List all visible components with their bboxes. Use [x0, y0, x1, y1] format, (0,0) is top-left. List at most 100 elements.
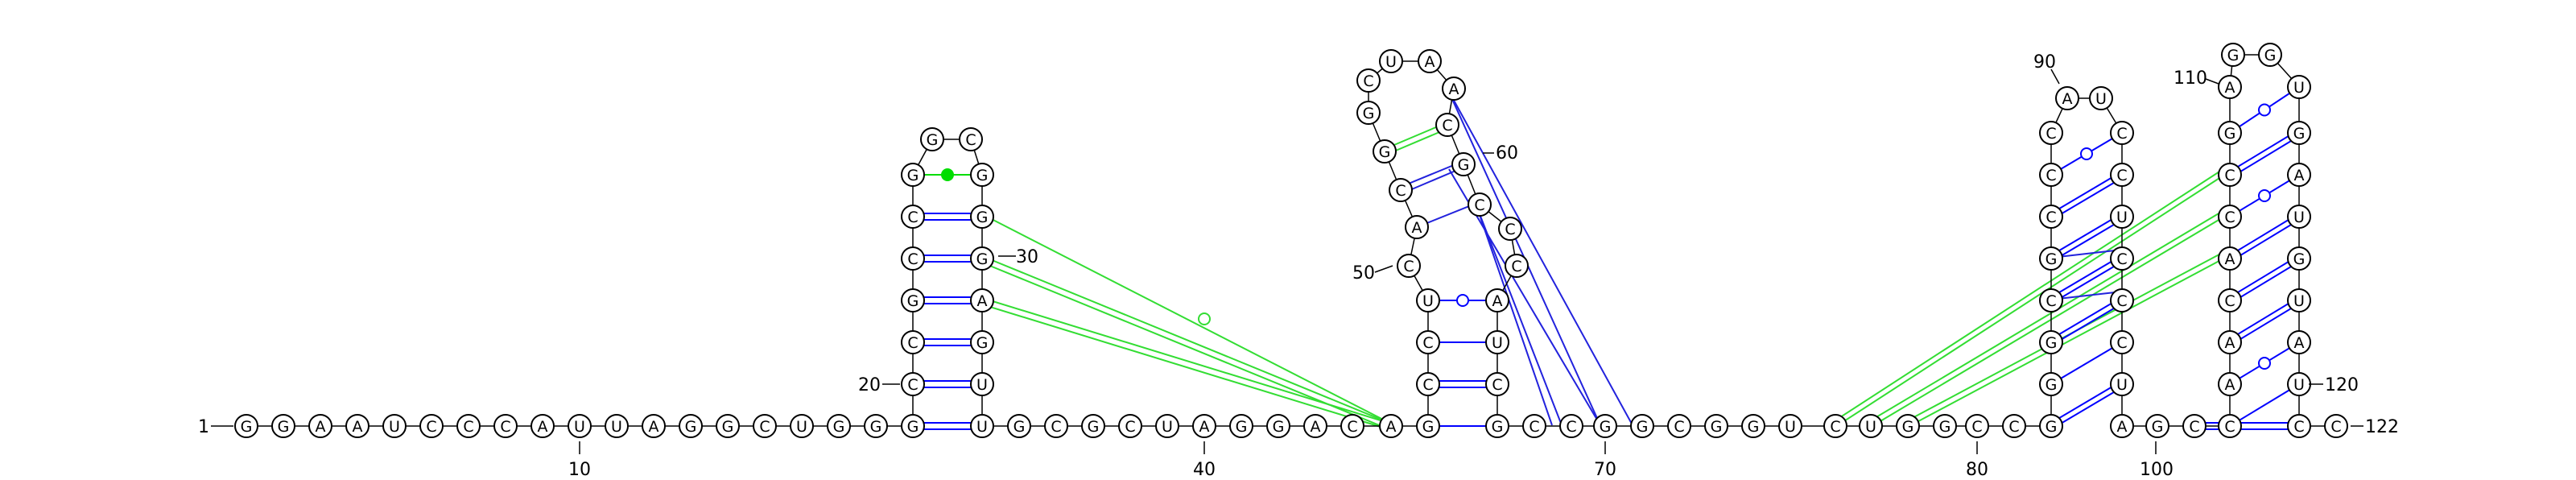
nucleotide-letter: C: [2330, 418, 2341, 436]
nucleotide-letter: U: [2293, 292, 2305, 310]
nucleotide-letter: G: [2046, 250, 2058, 268]
nucleotide: G: [2039, 372, 2063, 396]
nucleotide-letter: C: [2293, 418, 2304, 436]
label-1: 1: [198, 417, 209, 437]
nucleotide-letter: C: [1529, 418, 1539, 436]
label-30: 30: [1016, 247, 1038, 267]
nucleotide-letter: G: [833, 418, 845, 436]
nucleotide: G: [1593, 414, 1617, 438]
nucleotide-letter: A: [1449, 81, 1459, 98]
nucleotide: G: [2218, 121, 2242, 145]
nucleotide-letter: A: [2225, 79, 2235, 97]
pk-line: [1870, 213, 2229, 428]
nucleotide: G: [2258, 43, 2282, 67]
nucleotide: C: [2218, 163, 2242, 187]
nucleotide: U: [2110, 205, 2134, 229]
nucleotide-letter: A: [2117, 418, 2128, 436]
nucleotide: A: [2287, 330, 2311, 354]
pk-marker: [1198, 312, 1211, 325]
nucleotide-letter: G: [2293, 125, 2306, 143]
nucleotide: C: [2110, 330, 2134, 354]
nucleotide-letter: U: [2293, 376, 2305, 394]
nucleotide-letter: U: [1492, 334, 1503, 352]
nucleotide: C: [901, 372, 925, 396]
nucleotide-letter: U: [2116, 376, 2128, 394]
nucleotide: C: [2110, 121, 2134, 145]
nucleotide-letter: C: [1125, 418, 1135, 436]
base-pair-line: [2229, 129, 2300, 172]
nucleotide-letter: G: [1458, 156, 1470, 174]
nucleotide: C: [1522, 414, 1546, 438]
nucleotide-letter: C: [2116, 167, 2127, 184]
nucleotide-letter: G: [241, 418, 253, 436]
nucleotide: A: [345, 414, 369, 438]
nucleotide-letter: A: [1425, 53, 1435, 71]
label-40: 40: [1193, 460, 1216, 480]
nucleotide: C: [1118, 414, 1142, 438]
nucleotide-letter: A: [1311, 418, 1321, 436]
nucleotide-letter: G: [1637, 418, 1649, 436]
nucleotide: G: [1704, 414, 1728, 438]
nucleotide: U: [2287, 288, 2311, 312]
pk-line: [1835, 165, 2229, 421]
nucleotide-letter: U: [2293, 79, 2305, 97]
nucleotide: C: [2110, 246, 2134, 271]
nucleotide: C: [1397, 254, 1421, 278]
nucleotide-letter: G: [1013, 418, 1026, 436]
nucleotide-letter: G: [927, 131, 939, 149]
nucleotide: C: [493, 414, 518, 438]
base-pair-line: [2050, 387, 2123, 430]
nucleotide-letter: G: [1939, 418, 1951, 436]
nucleotide: U: [1379, 49, 1403, 73]
nucleotide-letter: G: [976, 167, 989, 184]
nucleotide-letter: G: [685, 418, 697, 436]
label-60: 60: [1496, 143, 1518, 163]
nucleotide: U: [970, 372, 994, 396]
base-pair-line: [2050, 219, 2123, 263]
label-80: 80: [1966, 460, 1988, 480]
nucleotide-letter: C: [2224, 292, 2235, 310]
position-labels: 1 10 20 30 40 50 60 70 80 90 100 110 120…: [198, 52, 2399, 480]
nucleotide-letter: U: [389, 418, 400, 436]
nucleotide: C: [1559, 414, 1583, 438]
nucleotide-letter: G: [870, 418, 882, 436]
nucleotide-letter: A: [316, 418, 326, 436]
nucleotide-letter: G: [1600, 418, 1612, 436]
nucleotide: G: [970, 330, 994, 354]
nucleotide: U: [1778, 414, 1802, 438]
nucleotide: U: [2287, 75, 2311, 99]
nucleotide: U: [1485, 330, 1509, 354]
nucleotide-letter: C: [1674, 418, 1684, 436]
nucleotide: C: [1044, 414, 1068, 438]
nucleotide: C: [1435, 113, 1459, 137]
nucleotide: C: [1965, 414, 1989, 438]
nucleotide: U: [1416, 288, 1440, 312]
nucleotide: G: [679, 414, 703, 438]
wobble-pair-marker: [2258, 189, 2271, 202]
pk-line: [1476, 207, 1553, 426]
nucleotide-letter: G: [907, 292, 919, 310]
pk-line: [981, 297, 1392, 424]
nucleotide: A: [530, 414, 555, 438]
nucleotide-letter: G: [976, 209, 989, 226]
nucleotide: C: [901, 330, 925, 354]
base-pair-line: [2229, 135, 2300, 179]
nucleotide: A: [1405, 215, 1429, 239]
nucleotide: U: [970, 414, 994, 438]
nucleotide-letter: G: [976, 250, 989, 268]
nucleotide: G: [920, 127, 944, 151]
nucleotide: C: [1485, 372, 1509, 396]
nucleotide: U: [605, 414, 629, 438]
nucleotide: C: [2218, 205, 2242, 229]
nucleotide-letter: C: [426, 418, 436, 436]
nucleotide: G: [901, 288, 925, 312]
base-pair-line: [2050, 177, 2123, 221]
nucleotide-letter: C: [1442, 117, 1452, 134]
base-pair-line: [2229, 383, 2300, 427]
nucleotide: C: [2039, 288, 2063, 312]
nucleotide-letter: C: [907, 209, 918, 226]
nucleotide-letter: G: [2227, 47, 2240, 64]
nucleotide: A: [1192, 414, 1216, 438]
base-pair-line: [2229, 303, 2300, 346]
